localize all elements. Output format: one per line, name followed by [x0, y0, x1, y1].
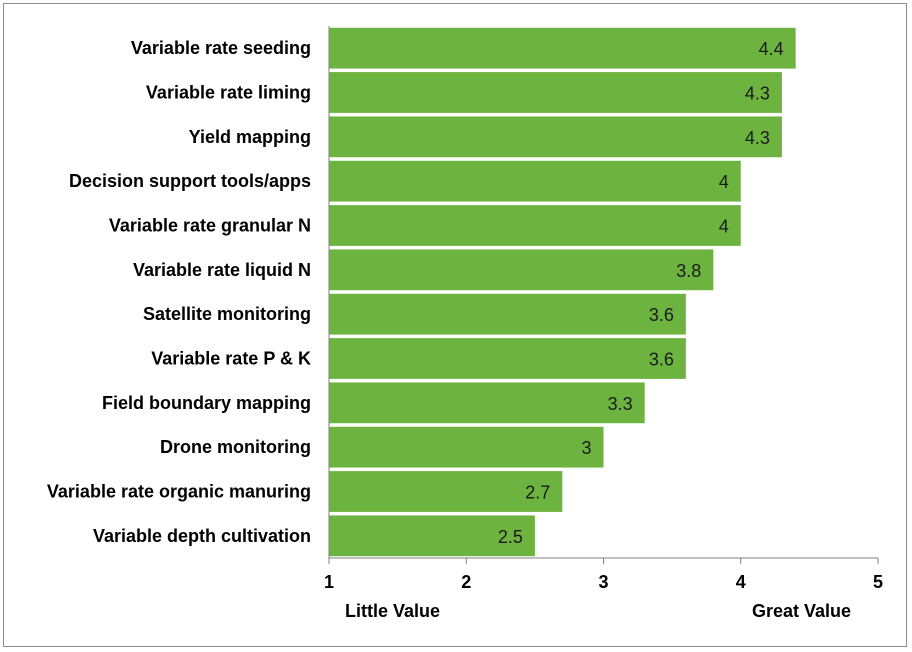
data-label: 3.6	[649, 305, 674, 325]
category-label: Variable rate seeding	[131, 38, 311, 58]
category-label: Yield mapping	[189, 127, 311, 147]
data-label: 3	[581, 438, 591, 458]
bar	[329, 293, 686, 335]
x-tick-label: 3	[598, 572, 608, 592]
category-label: Drone monitoring	[160, 437, 311, 457]
data-label: 4	[719, 217, 729, 237]
bar	[329, 72, 782, 113]
category-label: Variable rate liming	[146, 83, 311, 103]
x-tick-label: 4	[736, 572, 746, 592]
data-label: 3.6	[649, 350, 674, 370]
category-label: Variable rate P & K	[151, 349, 311, 369]
data-label: 4.3	[745, 84, 770, 104]
bar	[329, 116, 782, 158]
category-label: Variable rate liquid N	[133, 260, 311, 280]
category-label: Variable rate granular N	[109, 216, 311, 236]
data-label: 3.8	[676, 261, 701, 281]
category-label: Satellite monitoring	[143, 304, 311, 324]
data-label: 2.7	[525, 483, 550, 503]
bar	[329, 382, 645, 424]
category-label: Field boundary mapping	[102, 393, 311, 413]
category-label: Variable depth cultivation	[93, 526, 311, 546]
bar	[329, 338, 686, 379]
data-label: 4.3	[745, 128, 770, 148]
bar	[329, 160, 741, 202]
x-tick-label: 2	[461, 572, 471, 592]
bar	[329, 471, 563, 512]
x-tick-label: 1	[324, 572, 334, 592]
data-label: 3.3	[608, 394, 633, 414]
data-label: 2.5	[498, 527, 523, 547]
bar	[329, 426, 604, 468]
data-label: 4.4	[759, 39, 784, 59]
axis-end-label-right: Great Value	[752, 601, 852, 621]
x-tick-label: 5	[873, 572, 883, 592]
bar	[329, 515, 535, 557]
category-label: Variable rate organic manuring	[47, 482, 311, 502]
axis-end-label-left: Little Value	[345, 601, 441, 621]
bar	[329, 205, 741, 246]
data-label: 4	[719, 172, 729, 192]
bar	[329, 249, 714, 291]
category-label: Decision support tools/apps	[69, 171, 311, 191]
bar	[329, 27, 796, 69]
